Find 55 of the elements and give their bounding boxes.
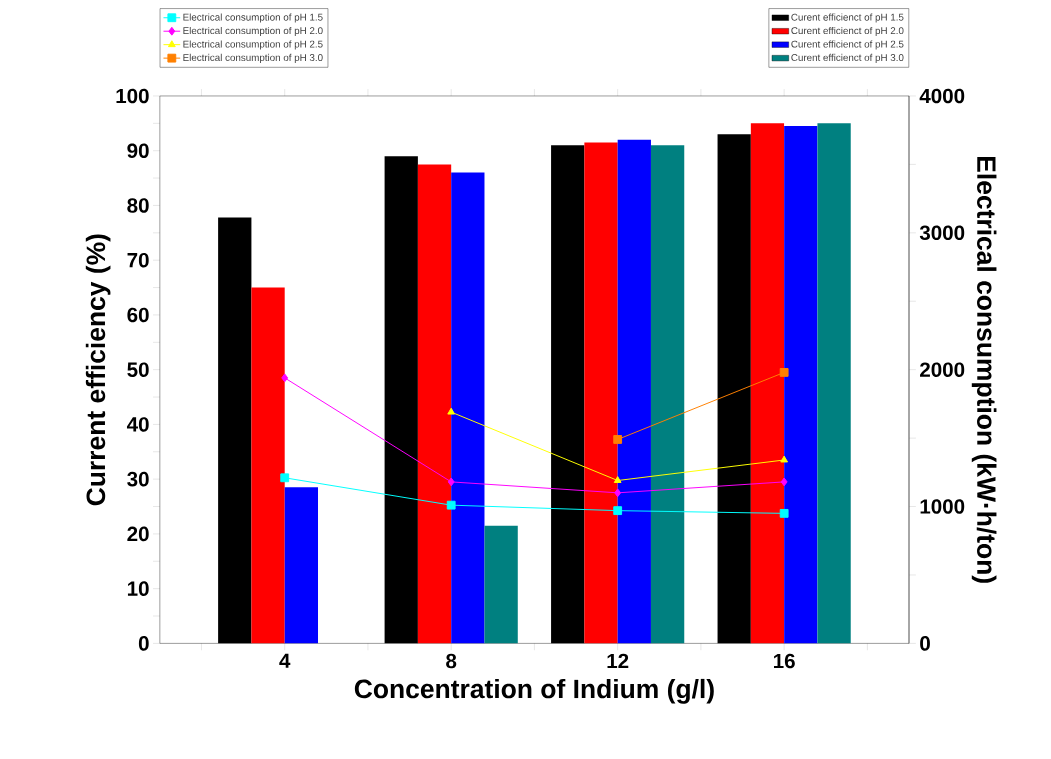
bar bbox=[484, 525, 518, 644]
point bbox=[281, 373, 289, 383]
point bbox=[447, 407, 456, 415]
y-tick-label: 90 bbox=[127, 143, 149, 159]
legend-label: Curent efficienct of pH 1.5 bbox=[791, 13, 904, 23]
x-axis-title: Concentration of Indium (g/l) bbox=[354, 678, 714, 704]
y2-tick-label: 4000 bbox=[919, 88, 965, 104]
y2-tick-label: 1000 bbox=[920, 499, 965, 514]
legend-label: Electrical consumption of pH 1.5 bbox=[183, 13, 323, 23]
bar bbox=[284, 487, 318, 644]
x-tick-label: 4 bbox=[279, 653, 291, 668]
bar bbox=[617, 139, 651, 644]
y2-tick-label: 2000 bbox=[920, 362, 965, 377]
bar bbox=[750, 123, 785, 644]
y-tick-label: 10 bbox=[127, 581, 149, 596]
point bbox=[280, 473, 290, 483]
y2-axis-title: Electrical consumption (kW·h/ton) bbox=[971, 157, 997, 583]
point bbox=[613, 435, 623, 444]
legend-label: Curent efficienct of pH 2.0 bbox=[791, 26, 904, 37]
point bbox=[613, 506, 623, 516]
x-tick-label: 12 bbox=[607, 653, 629, 669]
point bbox=[779, 368, 789, 377]
y-tick-label: 60 bbox=[127, 307, 149, 323]
bar bbox=[650, 145, 685, 644]
y-tick-label: 0 bbox=[138, 636, 149, 651]
y-tick-label: 40 bbox=[126, 417, 149, 432]
bar bbox=[451, 172, 485, 644]
point bbox=[780, 477, 788, 487]
point bbox=[447, 477, 455, 487]
y-tick-label: 80 bbox=[127, 198, 149, 213]
bar bbox=[417, 164, 452, 644]
y-tick-label: 20 bbox=[127, 526, 149, 542]
point bbox=[780, 455, 789, 463]
bar bbox=[784, 126, 818, 644]
y-tick-label: 70 bbox=[127, 252, 149, 268]
y2-tick-label: 0 bbox=[920, 636, 930, 651]
y-axis-title: Current efficiency (%) bbox=[85, 234, 111, 506]
legend-label: Electrical consumption of pH 3.0 bbox=[183, 53, 323, 63]
y-tick-label: 100 bbox=[116, 88, 149, 104]
legend-label: Curent efficienct of pH 3.0 bbox=[791, 53, 904, 63]
point bbox=[614, 488, 622, 498]
legend-label: Electrical consumption of pH 2.5 bbox=[183, 40, 323, 50]
y-tick-label: 30 bbox=[127, 471, 149, 487]
point bbox=[779, 508, 789, 518]
x-tick-label: 16 bbox=[774, 653, 795, 669]
bar bbox=[584, 142, 618, 644]
bar bbox=[251, 287, 285, 644]
y2-tick-label: 3000 bbox=[919, 225, 965, 241]
legend-label: Curent efficienct of pH 2.5 bbox=[791, 40, 904, 50]
point bbox=[446, 500, 456, 510]
y-tick-label: 50 bbox=[127, 362, 149, 377]
legend-label: Electrical consumption of pH 2.0 bbox=[183, 26, 323, 37]
point bbox=[613, 476, 622, 483]
x-tick-label: 8 bbox=[446, 653, 457, 669]
bar bbox=[817, 123, 851, 644]
